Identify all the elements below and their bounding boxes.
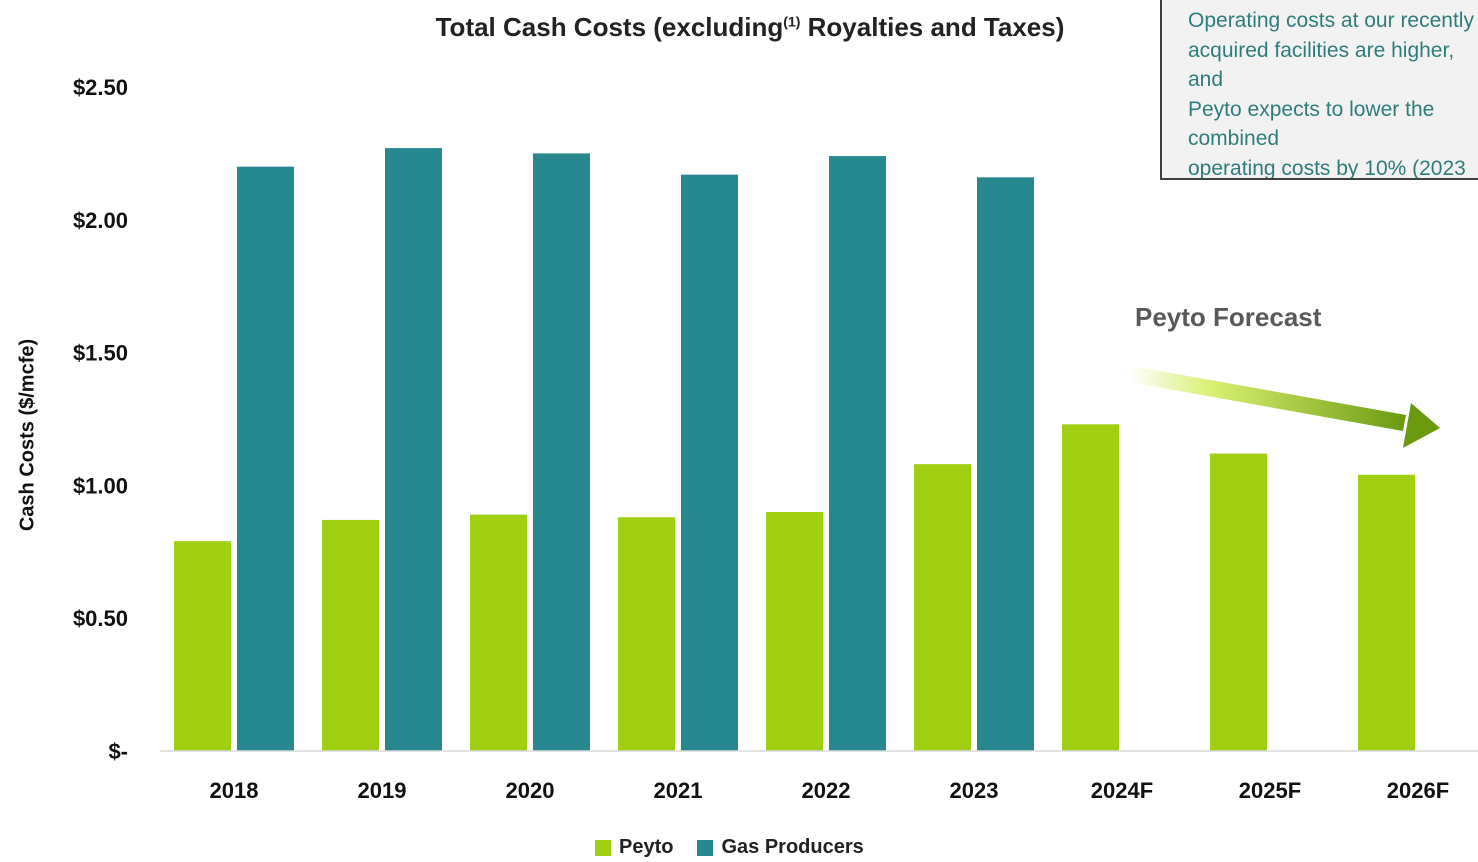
bar-peyto-2025f [1210,453,1267,751]
x-tick-label: 2018 [210,778,259,803]
x-tick-label: 2025F [1239,778,1301,803]
bar-peyto-2020 [470,514,527,751]
forecast-label: Peyto Forecast [1135,302,1322,332]
bar-peyto-2026f [1358,474,1415,751]
forecast-arrow-head [1403,403,1440,448]
callout-box: Operating costs at our recently acquired… [1160,0,1478,180]
chart-title: Total Cash Costs (excluding(1) Royalties… [435,12,1065,42]
bar-gas-producers-2021 [681,174,738,751]
y-tick-label: $2.00 [73,208,128,233]
bar-peyto-2024f [1062,424,1119,751]
x-tick-label: 2022 [802,778,851,803]
legend-label-gas-producers: Gas Producers [721,836,864,858]
y-tick-label: $2.50 [73,75,128,100]
bar-peyto-2023 [914,464,971,751]
legend-label-peyto: Peyto [619,836,674,858]
x-tick-label: 2026F [1387,778,1449,803]
forecast-arrow [1129,366,1406,431]
x-tick-label: 2024F [1091,778,1153,803]
legend-swatch-peyto [595,839,611,856]
bar-gas-producers-2023 [977,177,1034,751]
y-axis-title: Cash Costs ($/mcfe) [16,338,39,532]
y-tick-label: $1.50 [73,341,128,366]
bar-gas-producers-2022 [829,156,886,751]
bar-peyto-2021 [618,517,675,751]
y-axis-title-wrap: Cash Costs ($/mcfe) [8,300,48,570]
x-tick-label: 2023 [950,778,999,803]
y-tick-label: $0.50 [73,606,128,631]
bar-gas-producers-2020 [533,153,590,751]
legend: Peyto Gas Producers [595,836,888,859]
y-tick-label: $- [108,739,128,764]
legend-swatch-gas-producers [697,839,714,856]
bar-gas-producers-2018 [237,166,294,751]
bar-peyto-2019 [322,519,379,751]
x-tick-label: 2019 [358,778,407,803]
bar-gas-producers-2019 [385,148,442,751]
y-tick-label: $1.00 [73,473,128,498]
bar-peyto-2022 [766,511,823,751]
x-tick-label: 2021 [654,778,703,803]
x-tick-label: 2020 [506,778,555,803]
legend-item-gas-producers: Gas Producers [697,836,864,859]
bar-peyto-2018 [174,541,231,751]
legend-item-peyto: Peyto [595,836,673,859]
